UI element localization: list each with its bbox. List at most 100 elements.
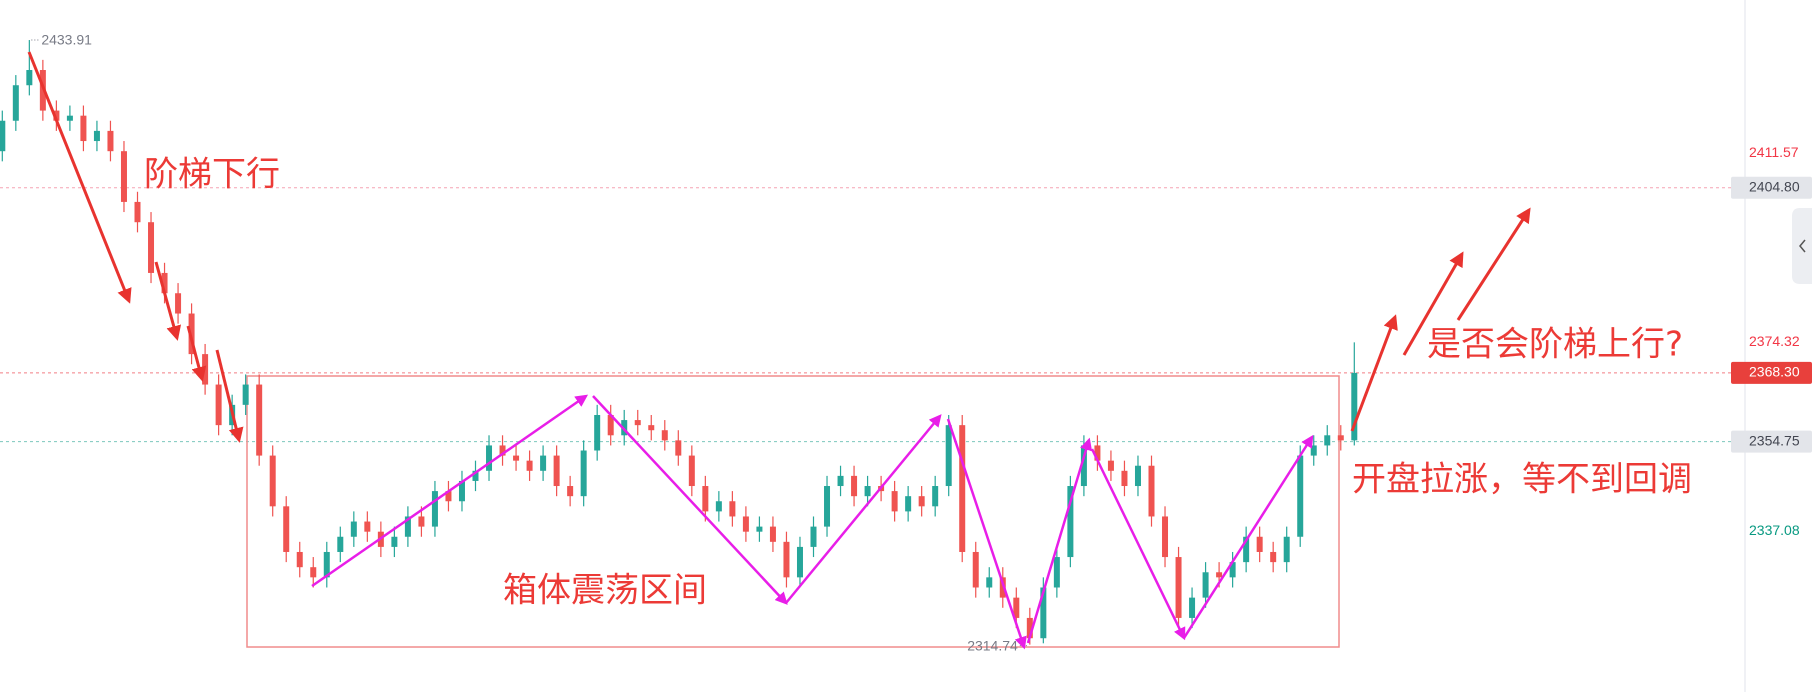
- candle-body: [675, 440, 682, 456]
- candle-body: [1107, 460, 1114, 471]
- candle-body: [1189, 597, 1196, 618]
- candle-body: [215, 384, 222, 426]
- price-label-box: [1731, 361, 1812, 384]
- candle-body: [499, 445, 506, 456]
- range-arrows: [311, 394, 1314, 650]
- candle-body: [661, 430, 668, 441]
- candle-body: [1080, 445, 1087, 487]
- candle-body: [580, 450, 587, 497]
- price-label: 2354.75: [1749, 432, 1800, 448]
- price-label: 2404.80: [1749, 178, 1800, 194]
- price-label-box: [1731, 430, 1812, 453]
- candle-body: [688, 455, 695, 487]
- candle-body: [648, 425, 655, 431]
- candle-body: [1243, 536, 1250, 563]
- candle-body: [391, 536, 398, 547]
- candle-body: [418, 516, 425, 527]
- candle-body: [296, 551, 303, 568]
- price-label-box: [1731, 176, 1812, 199]
- high-label: 2433.91: [41, 32, 92, 48]
- candle-body: [120, 151, 127, 202]
- price-label: 2411.57: [1749, 144, 1799, 160]
- candle-body: [1310, 445, 1317, 456]
- candle-body: [999, 577, 1006, 598]
- candle-body: [53, 110, 60, 121]
- candle-body: [1148, 465, 1155, 517]
- candle-body: [269, 455, 276, 507]
- candle-body: [742, 516, 749, 532]
- candle-body: [202, 354, 209, 385]
- candle-body: [323, 551, 330, 578]
- candle-body: [864, 486, 871, 497]
- candle-body: [1324, 435, 1331, 446]
- candle-body: [175, 293, 182, 314]
- candle-body: [769, 526, 776, 542]
- candle-body: [337, 536, 344, 552]
- candle-body: [80, 115, 87, 142]
- candle-body: [1337, 435, 1344, 441]
- candle-body: [553, 455, 560, 487]
- candle-body: [1026, 617, 1033, 639]
- candle-body: [26, 70, 33, 86]
- candle-body: [702, 486, 709, 512]
- candle-body: [1013, 597, 1020, 618]
- candle-body: [715, 501, 722, 512]
- candle-body: [1134, 465, 1141, 487]
- annotation: 开盘拉涨，等不到回调: [1352, 460, 1692, 500]
- candle-body: [1229, 562, 1236, 578]
- candle-body: [756, 526, 763, 532]
- candle-body: [93, 130, 100, 142]
- candle-body: [256, 384, 263, 456]
- candle-body: [458, 480, 465, 502]
- candle-body: [905, 496, 912, 512]
- price-label: 2368.30: [1749, 364, 1800, 380]
- candle-body: [242, 384, 249, 405]
- candle-body: [283, 506, 290, 552]
- candle-body: [1270, 551, 1277, 563]
- candle-body: [1351, 372, 1358, 441]
- candle-body: [431, 491, 438, 527]
- price-label: 2337.08: [1749, 522, 1800, 538]
- up-arrows: [1350, 207, 1531, 432]
- candle-body: [12, 85, 19, 121]
- candle-body: [594, 414, 601, 451]
- candle-body: [851, 475, 858, 497]
- candle-body: [932, 486, 939, 507]
- candle-body: [729, 501, 736, 517]
- candle-body: [161, 272, 168, 294]
- low-label: 2314.74: [967, 637, 1018, 653]
- candle-body: [540, 455, 547, 471]
- candle-body: [1297, 455, 1304, 537]
- candle-body: [1053, 557, 1060, 588]
- candle-body: [1067, 486, 1074, 558]
- candle-body: [1283, 536, 1290, 563]
- annotation: 箱体震荡区间: [503, 571, 707, 611]
- candle-body: [986, 577, 993, 588]
- down-arrows: [27, 51, 244, 443]
- candle-body: [891, 491, 898, 512]
- candle-body: [796, 546, 803, 578]
- collapse-tab[interactable]: [1792, 208, 1812, 284]
- range-box: [246, 375, 1340, 648]
- candle-body: [810, 526, 817, 547]
- candle-body: [472, 470, 479, 481]
- candle-body: [66, 115, 73, 121]
- candle-body: [404, 516, 411, 537]
- price-lines: [0, 187, 1745, 443]
- candle-body: [364, 521, 371, 532]
- candle-body: [959, 425, 966, 552]
- candle-body: [607, 414, 614, 436]
- candle-body: [1202, 572, 1209, 598]
- candle-body: [1094, 445, 1101, 461]
- candle-body: [634, 420, 641, 426]
- candle-body: [513, 455, 520, 461]
- candle-body: [350, 521, 357, 537]
- candle-body: [486, 445, 493, 471]
- candle-body: [0, 120, 6, 152]
- candle-body: [1162, 516, 1169, 558]
- candle-body: [1256, 536, 1263, 552]
- candle-body: [1216, 572, 1223, 578]
- candle-body: [824, 486, 831, 527]
- annotation: 是否会阶梯上行?: [1427, 325, 1683, 365]
